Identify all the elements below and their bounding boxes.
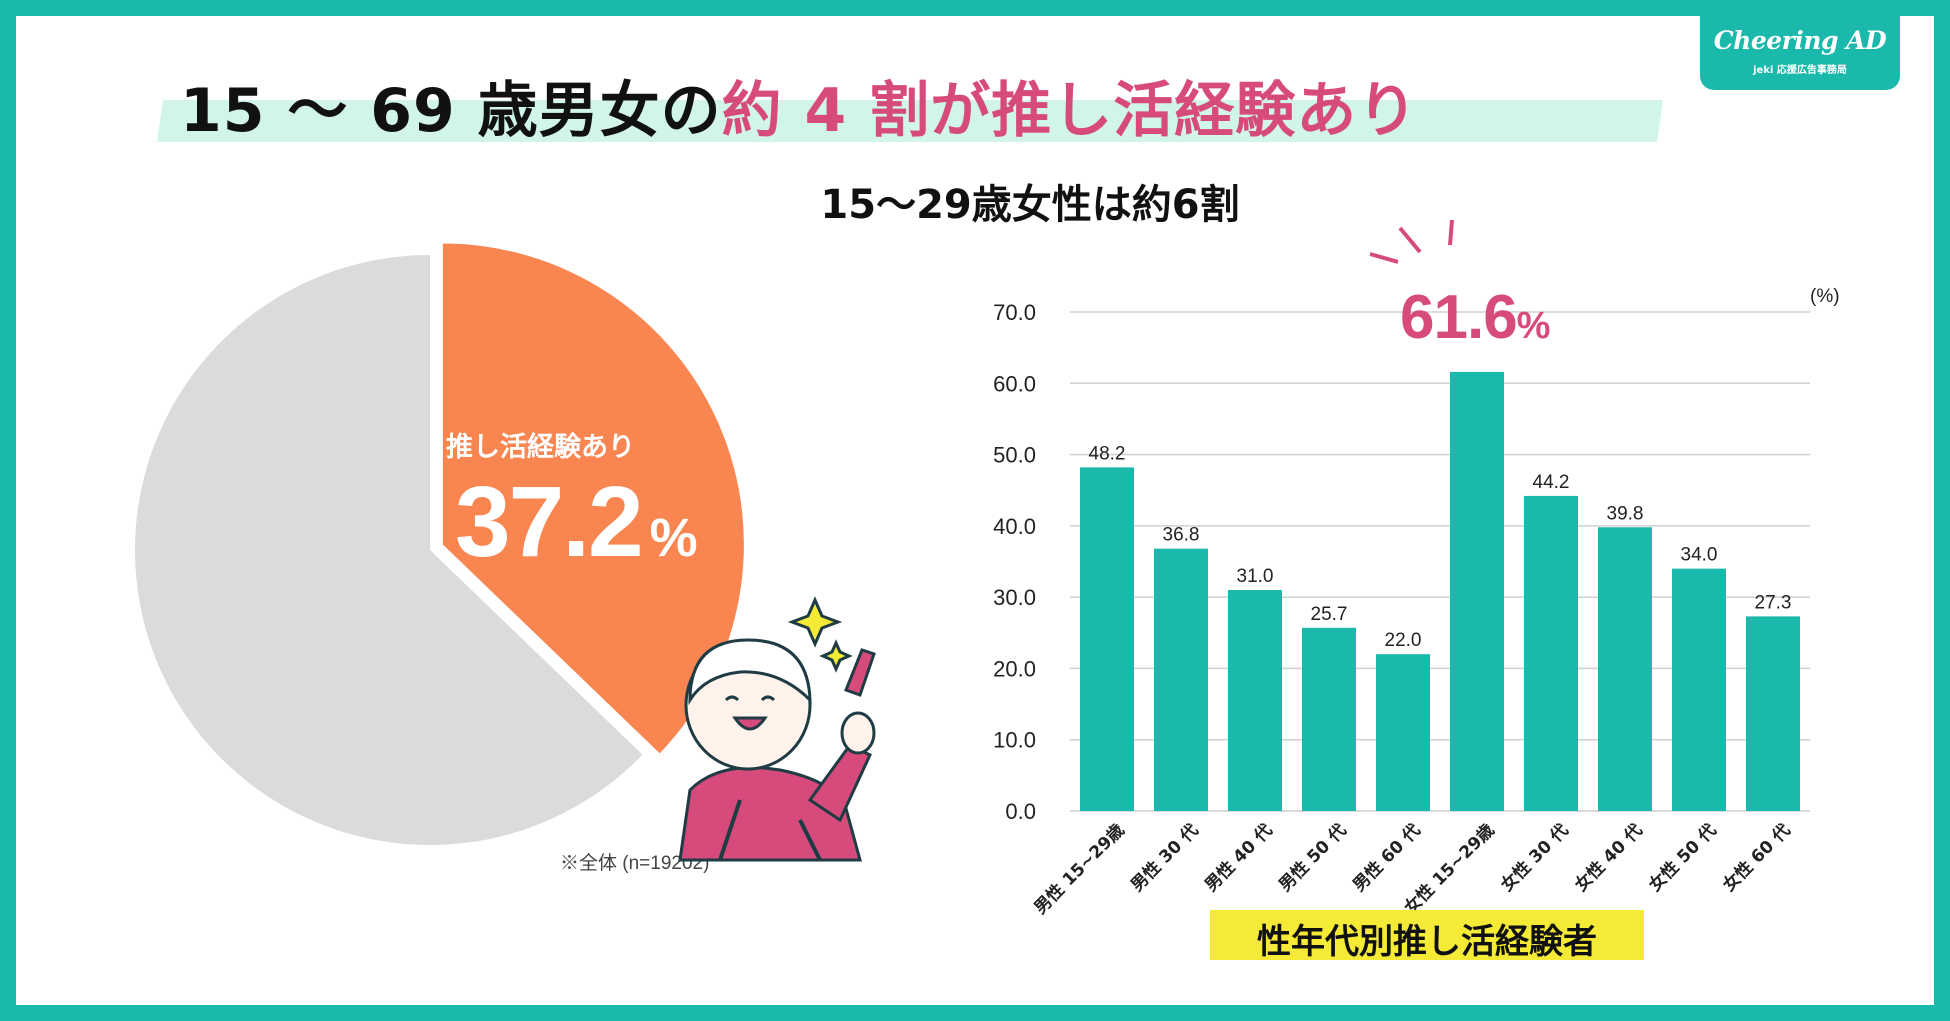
pie-slice-value: 37.2%	[455, 465, 698, 580]
person-bag-strap	[718, 799, 822, 861]
pie-value-unit: %	[649, 508, 698, 568]
person-hand	[840, 711, 876, 755]
person-eye-right	[760, 695, 776, 702]
bar	[1302, 627, 1356, 811]
person-hair	[688, 638, 812, 706]
bar	[1080, 467, 1134, 811]
pie-slice-experience	[442, 243, 744, 754]
bar-value-label: 44.2	[1533, 472, 1570, 493]
x-category-label: 男性 30 代	[1127, 820, 1203, 896]
bar-value-label: 25.7	[1311, 604, 1348, 625]
title-highlight: 約 4 割が推し活経験あり	[721, 76, 1419, 146]
page-title: 15 ～ 69 歳男女の約 4 割が推し活経験あり	[180, 62, 1418, 149]
person-mouth	[732, 716, 768, 731]
pie-slice-label: 推し活経験あり	[446, 432, 635, 463]
x-category-label: 女性 30 代	[1497, 820, 1573, 896]
y-axis-unit-label: (%)	[1810, 286, 1840, 307]
x-category-label: 男性 15~29歳	[1030, 820, 1129, 919]
callout-value: 61.6	[1400, 283, 1518, 352]
x-category-label: 女性 40 代	[1571, 820, 1647, 896]
callout-unit: %	[1516, 305, 1551, 347]
x-axis-title-band	[1210, 910, 1644, 960]
y-tick-label: 50.0	[993, 443, 1036, 468]
logo-sub: jeki 応援広告事務局	[1753, 65, 1847, 76]
y-tick-label: 60.0	[993, 371, 1036, 396]
y-tick-label: 0.0	[1005, 799, 1036, 824]
penlight-icon	[844, 648, 876, 697]
bar-value-label: 22.0	[1385, 630, 1422, 651]
max-bar-callout: 61.6%	[1400, 282, 1551, 353]
pie-value-number: 37.2	[455, 466, 644, 578]
pie-slice-rest	[134, 255, 643, 846]
x-category-label: 男性 50 代	[1275, 820, 1351, 896]
bar	[1524, 495, 1578, 811]
y-axis-ticks: 70.0 60.0 50.0 40.0 30.0 20.0 10.0 0.0	[993, 300, 1036, 824]
x-category-label: 男性 40 代	[1201, 820, 1277, 896]
bar-value-label: 48.2	[1089, 443, 1126, 464]
bar	[1154, 548, 1208, 811]
bar	[1672, 568, 1726, 811]
bar-value-label: 39.8	[1607, 503, 1644, 524]
bar-value-label: 27.3	[1755, 592, 1792, 613]
y-tick-label: 40.0	[993, 514, 1036, 539]
bar-value-label: 36.8	[1163, 525, 1200, 546]
bar-value-label: 34.0	[1681, 545, 1718, 566]
cheering-ad-logo: Cheering AD jeki 応援広告事務局	[1700, 16, 1900, 90]
x-category-label: 女性 50 代	[1645, 820, 1721, 896]
sparkle-icon	[787, 596, 843, 648]
page-subtitle: 15～29歳女性は約6割	[820, 182, 1240, 228]
y-tick-label: 20.0	[993, 656, 1036, 681]
x-category-label: 女性 60 代	[1719, 820, 1795, 896]
bar	[1228, 590, 1282, 811]
bar-value-label: 31.0	[1237, 566, 1274, 587]
bar	[1376, 654, 1430, 811]
bar	[1450, 371, 1504, 811]
bar	[1598, 527, 1652, 811]
bar-series	[1080, 371, 1800, 811]
y-tick-label: 30.0	[993, 585, 1036, 610]
y-tick-label: 70.0	[993, 300, 1036, 325]
pie-sample-note: ※全体 (n=19202)	[560, 853, 710, 874]
sparkle-small-icon	[819, 639, 853, 673]
callout-burst-lines	[1369, 219, 1454, 264]
x-axis-title: 性年代別推し活経験者	[1257, 922, 1597, 962]
y-tick-label: 10.0	[993, 728, 1036, 753]
person-arm	[807, 743, 872, 823]
x-category-label: 男性 60 代	[1349, 820, 1425, 896]
title-part1: 15 ～ 69 歳男女の	[180, 76, 722, 146]
bar	[1746, 616, 1800, 811]
bar-data-labels: 48.2 36.8 31.0 25.7 22.0 44.2 39.8 34.0 27.3	[1089, 443, 1792, 651]
logo-name: Cheering AD	[1713, 26, 1887, 55]
person-eye-left	[724, 695, 740, 702]
